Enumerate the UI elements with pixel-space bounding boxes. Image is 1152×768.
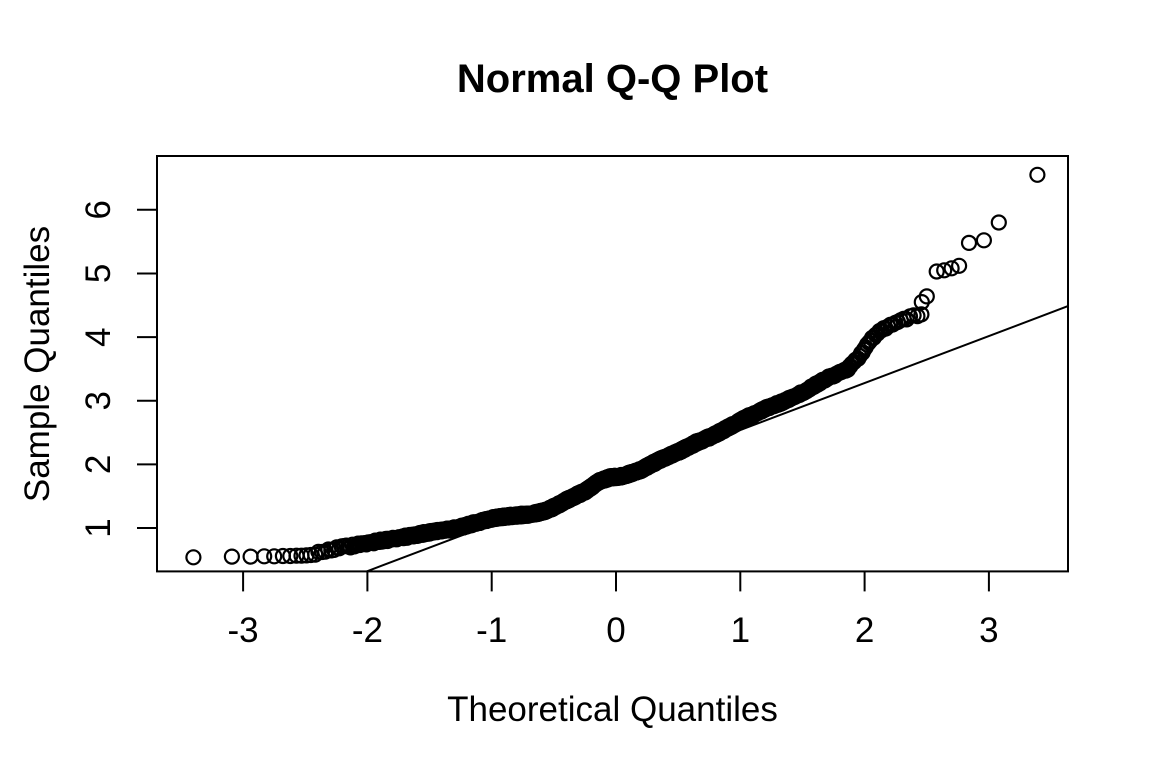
x-tick-label: -1 [476, 611, 507, 650]
scatter-points [185, 166, 1046, 566]
y-tick-label: 6 [79, 200, 118, 219]
x-axis: -3 -2 -1 0 1 2 3 [228, 571, 999, 650]
data-point [913, 306, 930, 323]
y-tick-label: 5 [79, 264, 118, 283]
data-point [266, 548, 283, 565]
data-point [918, 288, 935, 305]
x-tick-label: 0 [606, 611, 625, 650]
x-tick-label: -2 [352, 611, 383, 650]
plot-box [156, 155, 1069, 573]
x-axis-title: Theoretical Quantiles [447, 690, 778, 729]
x-tick-label: 3 [979, 611, 998, 650]
data-point [975, 232, 993, 249]
y-axis: 1 2 3 4 5 6 [79, 200, 157, 538]
data-point [242, 548, 259, 565]
data-point [185, 549, 202, 566]
data-point [256, 548, 273, 565]
data-point [282, 547, 299, 565]
data-point [223, 548, 240, 565]
y-tick-label: 4 [79, 327, 118, 346]
x-tick-label: -3 [228, 611, 259, 650]
data-point [928, 263, 945, 280]
data-point [943, 260, 960, 277]
y-tick-label: 3 [79, 391, 118, 410]
qq-reference-line [366, 305, 1069, 573]
x-tick-label: 1 [731, 611, 750, 650]
chart-title: Normal Q-Q Plot [456, 57, 769, 101]
data-point [960, 234, 978, 251]
data-point [950, 257, 968, 274]
data-point [990, 214, 1007, 231]
y-axis-title: Sample Quantiles [18, 225, 57, 503]
y-tick-label: 2 [79, 455, 118, 474]
data-point [1029, 166, 1046, 183]
x-tick-label: 2 [855, 611, 874, 650]
data-point [936, 262, 953, 279]
y-tick-label: 1 [79, 518, 118, 537]
